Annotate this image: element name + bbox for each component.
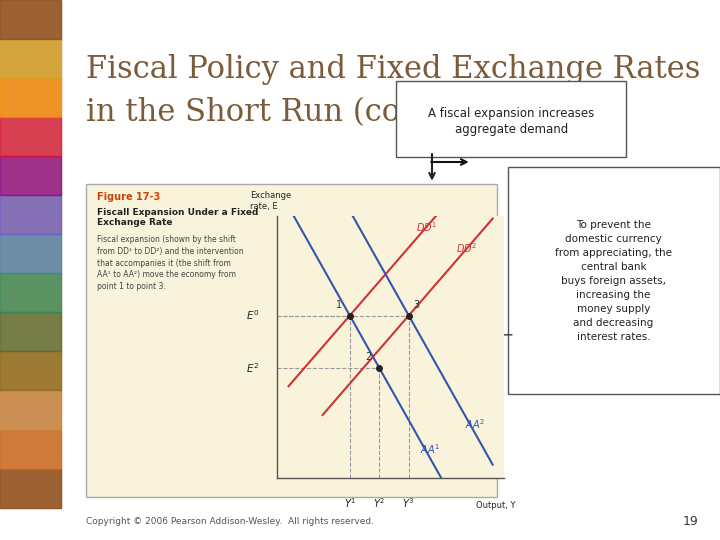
Text: Fiscal expansion (shown by the shift
from DD¹ to DD²) and the intervention
that : Fiscal expansion (shown by the shift fro… bbox=[97, 235, 244, 291]
Text: in the Short Run (cont.): in the Short Run (cont.) bbox=[86, 97, 454, 128]
Text: $E^0$: $E^0$ bbox=[246, 309, 259, 322]
Text: $Y^1$: $Y^1$ bbox=[343, 496, 356, 510]
Text: 19: 19 bbox=[683, 515, 698, 528]
Text: $DD^1$: $DD^1$ bbox=[415, 220, 437, 234]
Bar bbox=[0, 0, 61, 39]
Text: Output, Y: Output, Y bbox=[476, 502, 516, 510]
Bar bbox=[0, 117, 61, 156]
Text: $AA^1$: $AA^1$ bbox=[420, 442, 441, 456]
Text: 3: 3 bbox=[413, 300, 420, 309]
Bar bbox=[0, 195, 61, 234]
Text: 1: 1 bbox=[336, 300, 342, 309]
Text: Figure 17-3: Figure 17-3 bbox=[97, 192, 161, 202]
Text: Fiscall Expansion Under a Fixed
Exchange Rate: Fiscall Expansion Under a Fixed Exchange… bbox=[97, 208, 258, 227]
Text: $DD^2$: $DD^2$ bbox=[456, 241, 477, 255]
Bar bbox=[0, 429, 61, 469]
Text: $E^2$: $E^2$ bbox=[246, 361, 259, 375]
Text: $Y^2$: $Y^2$ bbox=[373, 496, 385, 510]
Text: Fiscal Policy and Fixed Exchange Rates: Fiscal Policy and Fixed Exchange Rates bbox=[86, 54, 701, 85]
Bar bbox=[0, 0, 61, 508]
Text: Exchange
rate, E: Exchange rate, E bbox=[250, 191, 291, 211]
Text: $AA^2$: $AA^2$ bbox=[465, 417, 485, 431]
Bar bbox=[0, 39, 61, 78]
Text: $Y^3$: $Y^3$ bbox=[402, 496, 415, 510]
Text: A fiscal expansion increases
aggregate demand: A fiscal expansion increases aggregate d… bbox=[428, 106, 594, 137]
Bar bbox=[0, 234, 61, 273]
FancyBboxPatch shape bbox=[396, 81, 626, 157]
Bar bbox=[0, 352, 61, 390]
FancyBboxPatch shape bbox=[508, 167, 720, 394]
Text: To prevent the
domestic currency
from appreciating, the
central bank
buys foreig: To prevent the domestic currency from ap… bbox=[555, 220, 672, 342]
Bar bbox=[0, 273, 61, 312]
Bar bbox=[0, 469, 61, 508]
Bar bbox=[0, 390, 61, 429]
Bar bbox=[0, 156, 61, 195]
Bar bbox=[0, 78, 61, 117]
FancyBboxPatch shape bbox=[86, 184, 497, 497]
Bar bbox=[0, 312, 61, 352]
Text: 2: 2 bbox=[366, 352, 372, 362]
Text: Copyright © 2006 Pearson Addison-Wesley.  All rights reserved.: Copyright © 2006 Pearson Addison-Wesley.… bbox=[86, 517, 374, 525]
